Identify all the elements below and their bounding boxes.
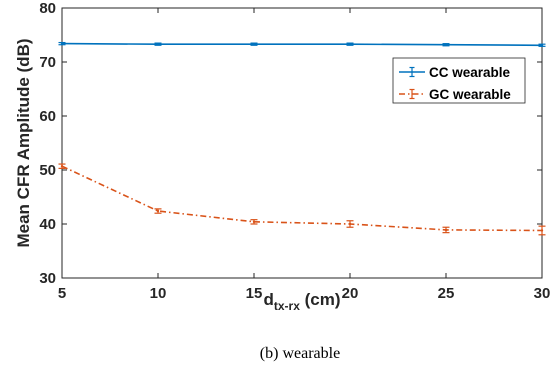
data-point xyxy=(252,42,256,46)
series-line xyxy=(61,165,543,232)
y-tick-label: 40 xyxy=(39,216,56,233)
y-axis-ticks: 30 40 50 60 70 80 xyxy=(39,0,542,287)
data-point xyxy=(540,229,544,232)
figure-caption: (b) wearable xyxy=(260,345,340,362)
x-tick-label: 10 xyxy=(150,285,167,302)
series-line xyxy=(61,42,543,47)
x-tick-label: 5 xyxy=(58,285,66,302)
plot-area xyxy=(61,7,543,279)
data-point xyxy=(444,43,448,46)
y-tick-label: 30 xyxy=(39,270,56,287)
series-layer xyxy=(58,41,546,236)
series-cc-wearable xyxy=(58,41,546,47)
data-point xyxy=(348,42,352,46)
y-axis-title: Mean CFR Amplitude (dB) xyxy=(14,38,33,247)
legend-label: CC wearable xyxy=(429,65,511,80)
data-point xyxy=(60,165,64,168)
data-point xyxy=(444,228,448,232)
x-axis-title: dtx-rx (cm) xyxy=(263,290,340,313)
plot-frame xyxy=(61,7,543,279)
y-tick-label: 50 xyxy=(39,162,56,179)
data-point xyxy=(156,42,160,46)
data-point xyxy=(348,222,352,226)
x-tick-label: 15 xyxy=(246,285,263,302)
data-point xyxy=(60,42,64,45)
x-tick-label: 25 xyxy=(438,285,455,302)
x-tick-label: 30 xyxy=(534,285,551,302)
x-axis-ticks: 5 10 15 20 25 30 xyxy=(58,8,551,302)
legend-entry: GC wearable xyxy=(399,87,511,102)
data-point xyxy=(156,209,160,213)
x-axis-title-main: d xyxy=(263,290,273,309)
data-point xyxy=(252,220,256,224)
series-gc-wearable xyxy=(58,163,546,236)
x-axis-title-unit: (cm) xyxy=(300,290,341,309)
y-tick-label: 80 xyxy=(39,0,56,17)
y-tick-label: 70 xyxy=(39,54,56,71)
x-axis-title-subscript: tx-rx xyxy=(274,299,300,313)
y-tick-label: 60 xyxy=(39,108,56,125)
data-point xyxy=(540,44,544,47)
legend-entry: CC wearable xyxy=(399,65,511,80)
legend-box xyxy=(392,57,526,104)
x-tick-label: 20 xyxy=(342,285,359,302)
legend: CC wearable GC wearable xyxy=(392,57,526,104)
legend-label: GC wearable xyxy=(429,87,511,102)
legend-items: CC wearable GC wearable xyxy=(399,65,511,102)
